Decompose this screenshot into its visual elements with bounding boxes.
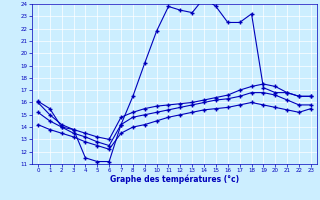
X-axis label: Graphe des températures (°c): Graphe des températures (°c) — [110, 175, 239, 184]
